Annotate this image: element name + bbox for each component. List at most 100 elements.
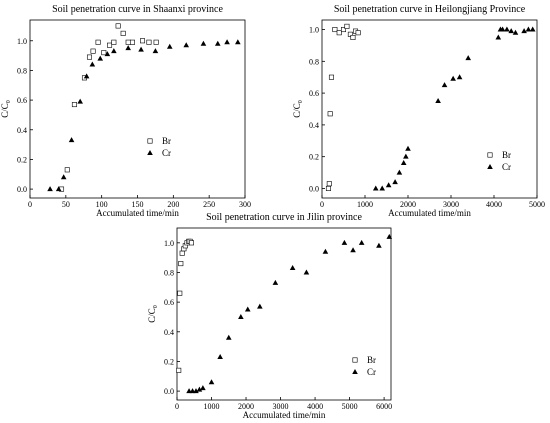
- y-tick-label: 0.2: [17, 155, 27, 164]
- data-point-cr: [289, 265, 296, 271]
- data-point-br: [328, 74, 334, 80]
- x-tick-label: 200: [167, 200, 179, 209]
- data-point-cr: [60, 174, 67, 180]
- y-tick-label: 0.0: [17, 185, 27, 194]
- series-cr: [372, 26, 536, 191]
- chart-title: Soil penetration curve in Heilongjiang P…: [334, 4, 526, 15]
- data-point-cr: [77, 98, 83, 104]
- data-point-br: [101, 50, 107, 56]
- y-tick-label: 0.8: [309, 57, 319, 66]
- legend-marker-br: [487, 152, 493, 158]
- data-point-br: [125, 39, 131, 45]
- data-point-cr: [83, 73, 90, 79]
- series-cr: [47, 39, 241, 192]
- x-tick-label: 5000: [529, 200, 545, 209]
- data-point-cr: [125, 45, 131, 51]
- x-tick-label: 2000: [400, 200, 416, 209]
- legend-marker-br: [147, 138, 153, 144]
- data-point-cr: [372, 185, 379, 191]
- data-point-br: [332, 27, 338, 33]
- y-tick-label: 0.8: [164, 268, 174, 277]
- data-point-br: [325, 185, 331, 191]
- y-tick-label: 0.6: [309, 89, 319, 98]
- data-point-br: [86, 54, 92, 60]
- data-point-cr: [104, 51, 111, 57]
- x-axis-label: Accumulated time/min: [243, 410, 326, 420]
- y-tick-label: 0.2: [164, 357, 174, 366]
- data-point-cr: [183, 42, 190, 48]
- x-tick-label: 6000: [376, 402, 392, 411]
- data-point-br: [355, 30, 361, 36]
- data-point-cr: [272, 279, 279, 285]
- plot-frame: [321, 19, 538, 199]
- data-point-br: [153, 39, 159, 45]
- chart-title: Soil penetration curve in Jilin province: [206, 212, 362, 223]
- data-point-cr: [405, 145, 411, 151]
- data-point-br: [95, 39, 101, 45]
- data-point-cr: [450, 75, 456, 81]
- y-axis-label-main: C/C: [292, 103, 302, 118]
- data-point-cr: [217, 354, 223, 359]
- data-point-br: [146, 39, 152, 45]
- data-point-cr: [358, 239, 365, 245]
- x-axis-label: Accumulated time/min: [388, 208, 471, 218]
- y-tick-label: 1.0: [309, 26, 319, 35]
- y-tick-label: 1.0: [164, 239, 174, 248]
- legend-label-cr: Cr: [367, 367, 376, 377]
- x-tick-label: 1000: [204, 402, 220, 411]
- chart-title: Soil penetration curve in Shaanxi provin…: [52, 4, 223, 15]
- x-tick-label: 50: [62, 200, 70, 209]
- data-point-cr: [379, 185, 385, 191]
- data-point-cr: [235, 39, 241, 45]
- y-axis-label-subscript: 0: [298, 100, 304, 103]
- x-tick-label: 4000: [486, 200, 502, 209]
- x-tick-label: 2000: [238, 402, 254, 411]
- data-point-cr: [504, 26, 510, 32]
- data-point-cr: [456, 74, 463, 80]
- y-tick-label: 0.8: [17, 66, 27, 75]
- legend-label-br: Br: [502, 150, 511, 160]
- plot-frame: [176, 227, 392, 401]
- legend-label-br: Br: [367, 355, 376, 365]
- data-point-cr: [495, 34, 502, 40]
- data-point-br: [327, 111, 333, 117]
- data-point-br: [178, 261, 184, 267]
- data-point-cr: [68, 137, 75, 143]
- data-point-cr: [97, 55, 104, 61]
- data-point-cr: [55, 186, 62, 192]
- data-point-br: [115, 23, 121, 29]
- y-axis-label-subscript: 0: [6, 100, 12, 103]
- data-point-cr: [512, 29, 519, 35]
- data-point-br: [347, 31, 353, 37]
- data-point-cr: [200, 385, 206, 391]
- y-tick-label: 1.0: [17, 37, 27, 46]
- y-tick-label: 0.6: [17, 96, 27, 105]
- chart-shaanxi: Soil penetration curve in Shaanxi provin…: [0, 4, 251, 218]
- data-point-cr: [214, 40, 221, 46]
- data-point-cr: [400, 160, 407, 166]
- series-br: [176, 238, 194, 373]
- data-point-cr: [322, 248, 329, 254]
- y-axis-label: C/C0: [292, 100, 304, 118]
- data-point-cr: [499, 26, 506, 32]
- legend: Br Cr: [352, 355, 376, 377]
- data-point-cr: [341, 239, 348, 245]
- data-point-cr: [350, 247, 356, 253]
- y-tick-label: 0.4: [164, 328, 174, 337]
- data-point-cr: [435, 98, 441, 104]
- data-point-br: [336, 30, 342, 36]
- y-tick-label: 0.4: [309, 121, 319, 130]
- data-point-br: [111, 39, 117, 45]
- y-axis-label-main: C/C: [147, 308, 157, 323]
- y-axis-label: C/C0: [147, 305, 159, 323]
- data-point-cr: [47, 186, 53, 192]
- data-point-br: [140, 38, 146, 44]
- data-point-cr: [386, 233, 393, 239]
- y-tick-label: 0.6: [164, 298, 174, 307]
- y-axis-label: C/C0: [0, 100, 12, 118]
- data-point-cr: [376, 242, 382, 248]
- x-tick-label: 300: [239, 200, 251, 209]
- series-cr: [186, 233, 393, 394]
- y-tick-label: 0.2: [309, 153, 319, 162]
- legend-label-cr: Cr: [502, 162, 511, 172]
